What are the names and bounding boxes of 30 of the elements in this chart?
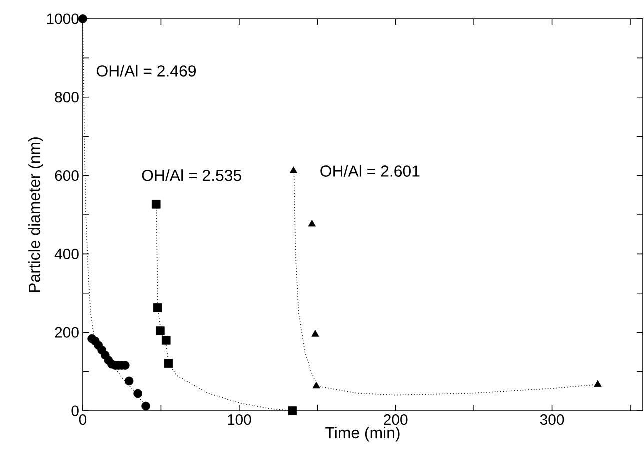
series-label: OH/Al = 2.601 bbox=[320, 165, 420, 177]
y-tick-label: 0 bbox=[72, 406, 79, 416]
legend-label: OH/Al = 2.469 bbox=[96, 65, 196, 77]
point bbox=[124, 376, 134, 386]
y-axis-title: Particle diameter (nm) bbox=[28, 138, 44, 292]
x-tick-label: 0 bbox=[79, 414, 87, 426]
x-axis-title: Time (min) bbox=[326, 426, 400, 442]
point bbox=[312, 382, 320, 389]
point bbox=[152, 200, 161, 209]
point bbox=[288, 406, 298, 416]
point bbox=[308, 220, 316, 227]
y-tick-label: 400 bbox=[54, 248, 79, 260]
x-tick-label: 100 bbox=[228, 414, 252, 426]
y-tick-label: 800 bbox=[55, 92, 79, 103]
y-tick-label: 200 bbox=[55, 327, 79, 338]
point bbox=[142, 402, 150, 411]
y-tick-label: 1000 bbox=[47, 14, 79, 24]
point bbox=[78, 14, 88, 24]
point bbox=[290, 166, 298, 174]
x-tick-label: 300 bbox=[540, 414, 564, 426]
point bbox=[134, 389, 142, 398]
point bbox=[153, 304, 162, 312]
point bbox=[156, 326, 165, 336]
point bbox=[594, 380, 602, 388]
x-tick-label: 200 bbox=[384, 414, 408, 426]
point bbox=[164, 359, 174, 368]
series-label: OH/Al = 2.535 bbox=[142, 170, 242, 182]
y-tick-label: 600 bbox=[55, 170, 79, 182]
point bbox=[162, 336, 171, 345]
point bbox=[312, 330, 320, 337]
